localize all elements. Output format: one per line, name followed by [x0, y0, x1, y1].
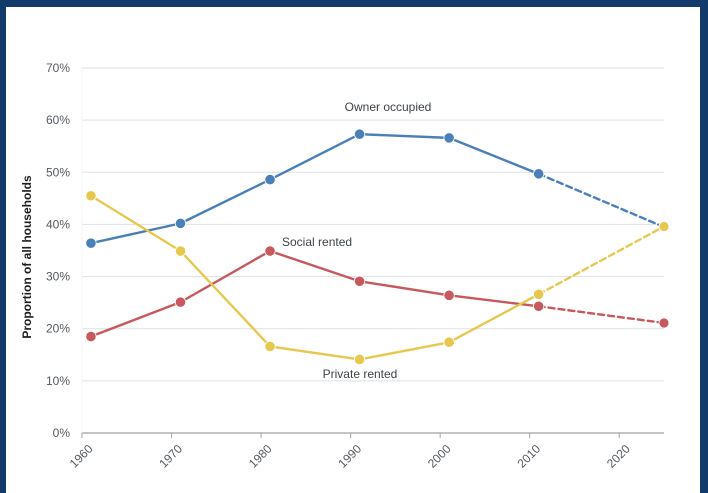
x-tick-label: 2020	[604, 442, 633, 471]
data-point-owner-occupied	[443, 132, 455, 144]
series-label-owner-occupied: Owner occupied	[345, 100, 432, 114]
data-point-private-rented	[533, 288, 545, 300]
series-line-social-rented	[89, 249, 540, 338]
y-tick-label: 30%	[46, 270, 70, 284]
data-point-social-rented	[174, 296, 187, 308]
data-point-owner-occupied	[174, 217, 187, 229]
y-tick-label: 40%	[46, 217, 70, 231]
series-label-social-rented: Social rented	[282, 235, 352, 249]
series-projection-owner-occupied	[537, 172, 666, 229]
data-point-private-rented	[174, 245, 187, 257]
data-point-private-rented	[85, 190, 97, 202]
y-tick-label: 0%	[53, 426, 71, 440]
data-point-social-rented	[533, 300, 545, 312]
x-tick-label: 2010	[514, 442, 543, 471]
y-tick-label: 70%	[46, 61, 70, 75]
y-tick-label: 50%	[46, 165, 70, 179]
y-tick-label: 60%	[46, 113, 70, 127]
x-tick-label: 2000	[425, 442, 454, 471]
data-point-social-rented	[658, 317, 670, 329]
data-point-social-rented	[353, 275, 366, 287]
y-axis-title: Proportion of all households	[20, 175, 34, 339]
series-label-private-rented: Private rented	[323, 367, 398, 381]
data-point-social-rented	[443, 289, 455, 301]
label-layer: Owner occupied Social rented Private rente…	[282, 100, 431, 381]
data-point-private-rented	[353, 353, 366, 366]
data-point-private-rented	[264, 340, 276, 353]
data-point-private-rented	[443, 336, 455, 348]
series-projection-social-rented	[537, 305, 666, 325]
x-tick-label: 1990	[335, 442, 364, 471]
series-line-owner-occupied	[89, 133, 540, 245]
data-point-owner-occupied	[264, 173, 276, 186]
series-projection-private-rented	[537, 225, 666, 296]
data-point-social-rented	[264, 245, 276, 257]
y-tick-label: 20%	[46, 322, 70, 336]
x-tick-label: 1960	[67, 442, 96, 471]
chart-panel	[6, 7, 700, 493]
series-layer	[85, 128, 670, 366]
data-point-private-rented	[658, 221, 670, 232]
axis-layer: 0% 10% 20% 30% 40% 50% 60% 70% 1960 1970 1980 1990 2…	[46, 61, 633, 471]
x-tick-label: 1980	[246, 442, 275, 471]
data-point-owner-occupied	[533, 168, 545, 180]
y-tick-label: 10%	[46, 374, 70, 388]
data-point-owner-occupied	[85, 237, 97, 249]
data-point-owner-occupied	[353, 128, 366, 140]
series-line-private-rented	[89, 194, 540, 361]
data-point-social-rented	[85, 330, 97, 343]
x-tick-label: 1970	[156, 442, 185, 471]
